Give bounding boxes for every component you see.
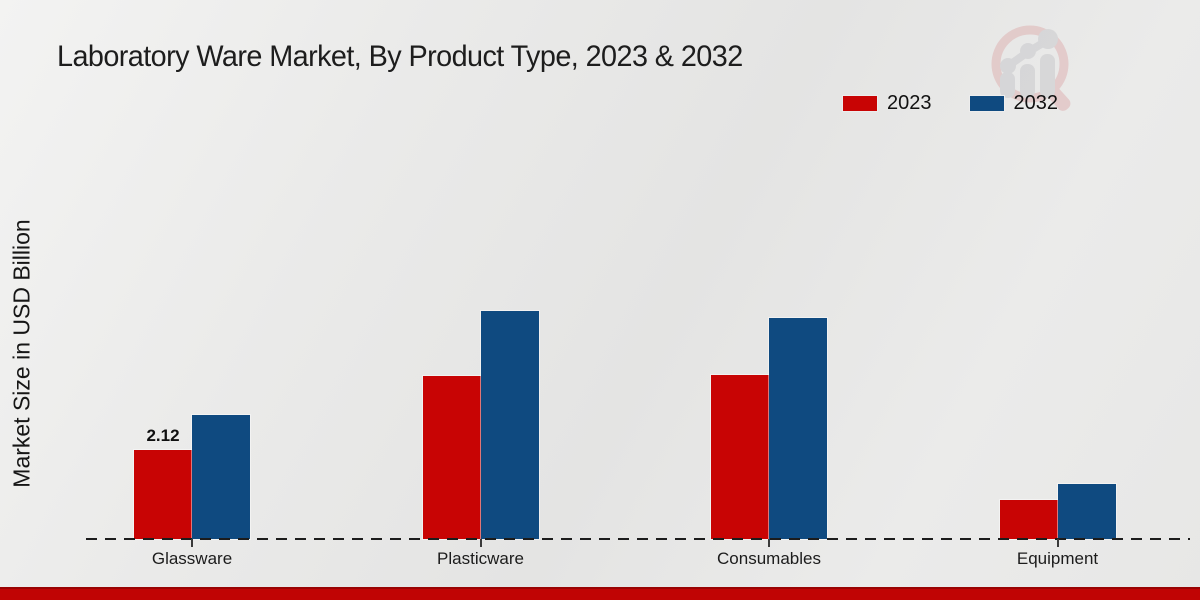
- bar-2032-plasticware: [480, 311, 539, 539]
- x-axis-line: [86, 538, 1190, 540]
- bar-value-label: 2.12: [146, 426, 180, 445]
- bar-2032-equipment: [1057, 484, 1116, 539]
- category-label-glassware: Glassware: [151, 549, 233, 568]
- bar-2023-consumables: [711, 375, 769, 539]
- axis-tick: [191, 539, 193, 547]
- category-label-equipment: Equipment: [1016, 549, 1099, 568]
- legend-label-2032: 2032: [1013, 92, 1059, 114]
- bar-2023-equipment: [999, 500, 1058, 539]
- bar-2023-glassware: [134, 450, 192, 539]
- market-research-watermark-logo: [991, 25, 1071, 111]
- bar-2032-consumables: [769, 318, 827, 539]
- category-label-plasticware: Plasticware: [437, 549, 524, 568]
- legend: 2023 2032: [843, 92, 1058, 115]
- legend-item-2032: 2032: [969, 92, 1059, 115]
- bar-2023-plasticware: [422, 376, 481, 539]
- legend-item-2023: 2023: [843, 92, 932, 115]
- legend-swatch-2023: [843, 96, 877, 111]
- footer-accent-bar: [0, 587, 1200, 600]
- axis-tick: [768, 539, 770, 547]
- category-label-consumables: Consumables: [717, 549, 821, 568]
- bar-2032-glassware: [192, 415, 250, 539]
- legend-swatch-2032: [969, 96, 1004, 111]
- chart-title: Laboratory Ware Market, By Product Type,…: [57, 40, 743, 73]
- axis-tick: [479, 539, 482, 547]
- legend-label-2023: 2023: [887, 92, 932, 114]
- axis-tick: [1056, 539, 1059, 547]
